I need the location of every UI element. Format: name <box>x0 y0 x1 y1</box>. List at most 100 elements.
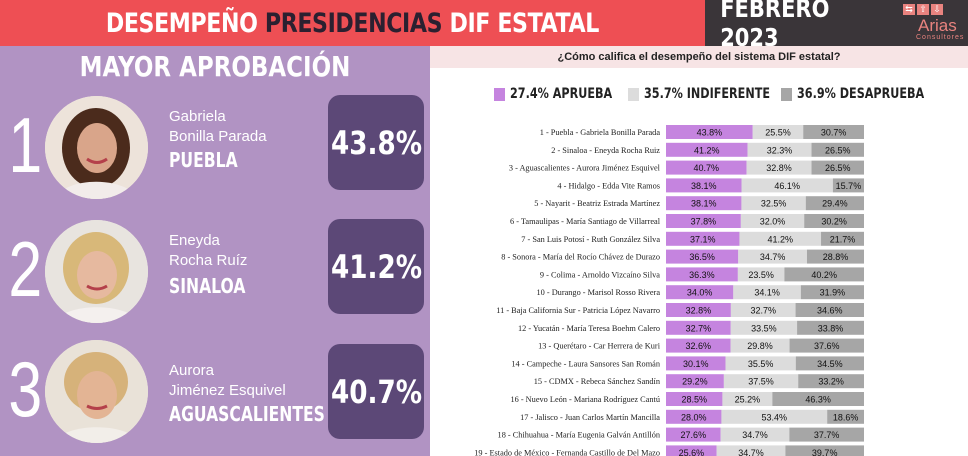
name-line-1: Gabriela <box>169 108 226 125</box>
bar-segment-aprueba <box>666 196 742 211</box>
data-label: 31.9% <box>820 288 846 298</box>
data-label: 32.6% <box>686 341 712 351</box>
bar-segment-desaprueba <box>832 178 864 193</box>
approval-percentage: 40.7% <box>330 372 422 411</box>
data-label: 35.5% <box>748 359 774 369</box>
logo-subtitle: Consultores <box>916 34 965 41</box>
header-date-panel: FEBRERO 2023 ⇆ ⇧ ⇩ Arias Consultores <box>705 0 968 52</box>
bar-segment-aprueba <box>666 374 724 389</box>
bar-segment-aprueba <box>666 445 717 456</box>
category-label: 11 - Baja California Sur - Patricia Lópe… <box>496 306 660 315</box>
bar-segment-indiferente <box>739 231 822 246</box>
legend-item-indiferente: 35.7% INDIFERENTE <box>628 86 802 102</box>
bar-segment-indiferente <box>738 249 807 264</box>
rank-card-2: 2 Eneyda Rocha Ruíz SINALOA 41.2% <box>0 214 430 324</box>
data-label: 23.5% <box>748 270 774 280</box>
data-label: 32.5% <box>761 199 787 209</box>
chart-panel: ¿Cómo califica el desempeño del sistema … <box>430 46 968 456</box>
logo-name: Arias <box>918 16 957 35</box>
bar-segment-aprueba <box>666 303 731 317</box>
bar-segment-indiferente <box>722 392 773 406</box>
legend-swatch-indiferente <box>628 87 639 101</box>
category-label: 3 - Aguascalientes - Aurora Jiménez Esqu… <box>509 164 661 173</box>
data-label: 25.6% <box>679 448 705 456</box>
bar-segment-aprueba <box>666 267 738 282</box>
data-label: 38.1% <box>691 181 717 191</box>
bar-segment-indiferente <box>741 196 806 211</box>
portrait-image <box>45 96 148 199</box>
bar-segment-desaprueba <box>811 142 864 157</box>
stacked-bar-chart: 1 - Puebla - Gabriela Bonilla Parada 43.8… <box>474 125 864 456</box>
data-label: 30.2% <box>821 217 847 227</box>
data-label: 38.1% <box>691 199 717 209</box>
data-label: 30.7% <box>821 128 847 138</box>
top-approval-title: MAYOR APROBACIÓN <box>79 50 351 83</box>
data-label: 28.0% <box>681 412 707 422</box>
title-part-3: DIF ESTATAL <box>449 7 600 39</box>
bar-segment-indiferente <box>730 303 796 317</box>
bar-segment-desaprueba <box>811 160 864 175</box>
bar-segment-desaprueba <box>804 214 864 228</box>
bar-segment-aprueba <box>666 356 726 371</box>
data-label: 21.7% <box>830 234 856 244</box>
data-label: 32.7% <box>686 323 712 333</box>
category-label: 19 - Estado de México - Fernanda Castill… <box>474 448 660 456</box>
data-label: 40.7% <box>694 163 720 173</box>
bar-segment-aprueba <box>666 249 739 264</box>
bar-segment-desaprueba <box>798 374 864 389</box>
data-label: 27.6% <box>681 430 707 440</box>
header-date: FEBRERO 2023 <box>720 0 830 52</box>
data-label: 36.3% <box>689 270 715 280</box>
rank-number: 3 <box>8 345 43 433</box>
data-label: 34.7% <box>742 430 768 440</box>
data-label: 40.2% <box>811 270 837 280</box>
data-label: 36.5% <box>689 252 715 262</box>
data-label: 33.5% <box>751 323 777 333</box>
category-label: 16 - Nuevo León - Mariana Rodríguez Cant… <box>510 395 660 404</box>
bar-segment-desaprueba <box>785 445 864 456</box>
rank-number: 2 <box>8 225 43 313</box>
data-label: 37.8% <box>691 217 717 227</box>
bar-segment-desaprueba <box>784 267 864 282</box>
data-label: 29.2% <box>682 377 708 387</box>
rank-number: 1 <box>8 101 43 189</box>
bar-segment-desaprueba <box>800 285 864 300</box>
bar-segment-indiferente <box>720 427 790 442</box>
category-label: 8 - Sonora - María del Rocío Chávez de D… <box>501 253 660 262</box>
data-label: 39.7% <box>812 448 838 456</box>
bar-segment-aprueba <box>666 338 731 353</box>
legend-label-desaprueba: 36.9% DESAPRUEBA <box>797 86 925 102</box>
name-line-2: Rocha Ruíz <box>169 252 248 269</box>
data-label: 34.1% <box>754 288 780 298</box>
data-label: 28.8% <box>823 252 849 262</box>
legend-swatch-aprueba <box>494 87 505 101</box>
state-name: AGUASCALIENTES <box>169 402 325 426</box>
bar-segment-desaprueba <box>805 196 864 211</box>
bar-segment-aprueba <box>666 160 747 175</box>
bar-segment-indiferente <box>752 125 804 139</box>
company-logo: ⇆ ⇧ ⇩ Arias Consultores <box>900 2 968 44</box>
bar-segment-desaprueba <box>795 303 864 317</box>
data-label: 25.2% <box>735 395 761 405</box>
data-label: 46.1% <box>774 181 800 191</box>
name-line-2: Bonilla Parada <box>169 128 267 145</box>
data-label: 53.4% <box>762 412 788 422</box>
category-label: 9 - Colima - Arnoldo Vizcaíno Silva <box>540 270 660 279</box>
portrait-image <box>45 220 148 323</box>
bar-segment-indiferente <box>737 267 785 282</box>
portrait-image <box>45 340 148 443</box>
category-label: 14 - Campeche - Laura Sansores San Román <box>511 359 660 368</box>
data-label: 37.1% <box>690 234 716 244</box>
question-band <box>430 46 968 68</box>
data-label: 29.4% <box>822 199 848 209</box>
data-label: 41.2% <box>767 234 793 244</box>
state-name: PUEBLA <box>169 148 238 172</box>
bar-segment-aprueba <box>666 214 741 228</box>
bar-segment-aprueba <box>666 392 723 406</box>
data-label: 18.6% <box>833 412 859 422</box>
data-label: 29.8% <box>747 341 773 351</box>
name-line-1: Eneyda <box>169 232 220 249</box>
legend-swatch-desaprueba <box>781 87 792 101</box>
bar-segment-desaprueba <box>789 338 864 353</box>
bar-segment-aprueba <box>666 125 753 139</box>
